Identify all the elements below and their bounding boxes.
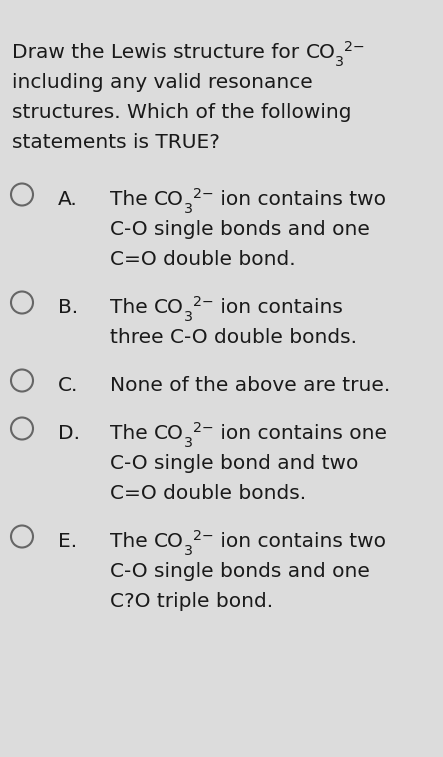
Text: C=O double bond.: C=O double bond. xyxy=(110,250,295,269)
Text: 2−: 2− xyxy=(193,295,214,310)
Text: 2−: 2− xyxy=(193,422,214,435)
Text: three C-O double bonds.: three C-O double bonds. xyxy=(110,328,357,347)
Text: ion contains two: ion contains two xyxy=(214,190,386,209)
Text: 2−: 2− xyxy=(193,529,214,544)
Text: D.: D. xyxy=(58,424,80,443)
Text: 3: 3 xyxy=(184,436,193,450)
Text: CO: CO xyxy=(154,190,184,209)
Text: ion contains two: ion contains two xyxy=(214,532,386,551)
Text: CO: CO xyxy=(154,424,184,443)
Text: ion contains: ion contains xyxy=(214,298,342,317)
Text: A.: A. xyxy=(58,190,78,209)
Text: The: The xyxy=(110,298,154,317)
Text: The: The xyxy=(110,424,154,443)
Text: C-O single bonds and one: C-O single bonds and one xyxy=(110,562,370,581)
Text: B.: B. xyxy=(58,298,78,317)
Text: CO: CO xyxy=(306,43,335,62)
Text: C.: C. xyxy=(58,376,78,395)
Text: The: The xyxy=(110,532,154,551)
Text: C-O single bond and two: C-O single bond and two xyxy=(110,454,358,473)
Text: 3: 3 xyxy=(184,310,193,324)
Text: 3: 3 xyxy=(335,55,344,69)
Text: including any valid resonance: including any valid resonance xyxy=(12,73,313,92)
Text: 2−: 2− xyxy=(193,188,214,201)
Text: 3: 3 xyxy=(184,202,193,216)
Text: statements is TRUE?: statements is TRUE? xyxy=(12,133,220,152)
Text: structures. Which of the following: structures. Which of the following xyxy=(12,103,351,122)
Text: C-O single bonds and one: C-O single bonds and one xyxy=(110,220,370,239)
Text: C?O triple bond.: C?O triple bond. xyxy=(110,592,273,611)
Text: The: The xyxy=(110,190,154,209)
Text: CO: CO xyxy=(154,532,184,551)
Text: 3: 3 xyxy=(184,544,193,558)
Text: C=O double bonds.: C=O double bonds. xyxy=(110,484,306,503)
Text: E.: E. xyxy=(58,532,77,551)
Text: Draw the Lewis structure for: Draw the Lewis structure for xyxy=(12,43,306,62)
Text: 2−: 2− xyxy=(344,40,365,55)
Text: CO: CO xyxy=(154,298,184,317)
Text: ion contains one: ion contains one xyxy=(214,424,387,443)
Text: None of the above are true.: None of the above are true. xyxy=(110,376,390,395)
